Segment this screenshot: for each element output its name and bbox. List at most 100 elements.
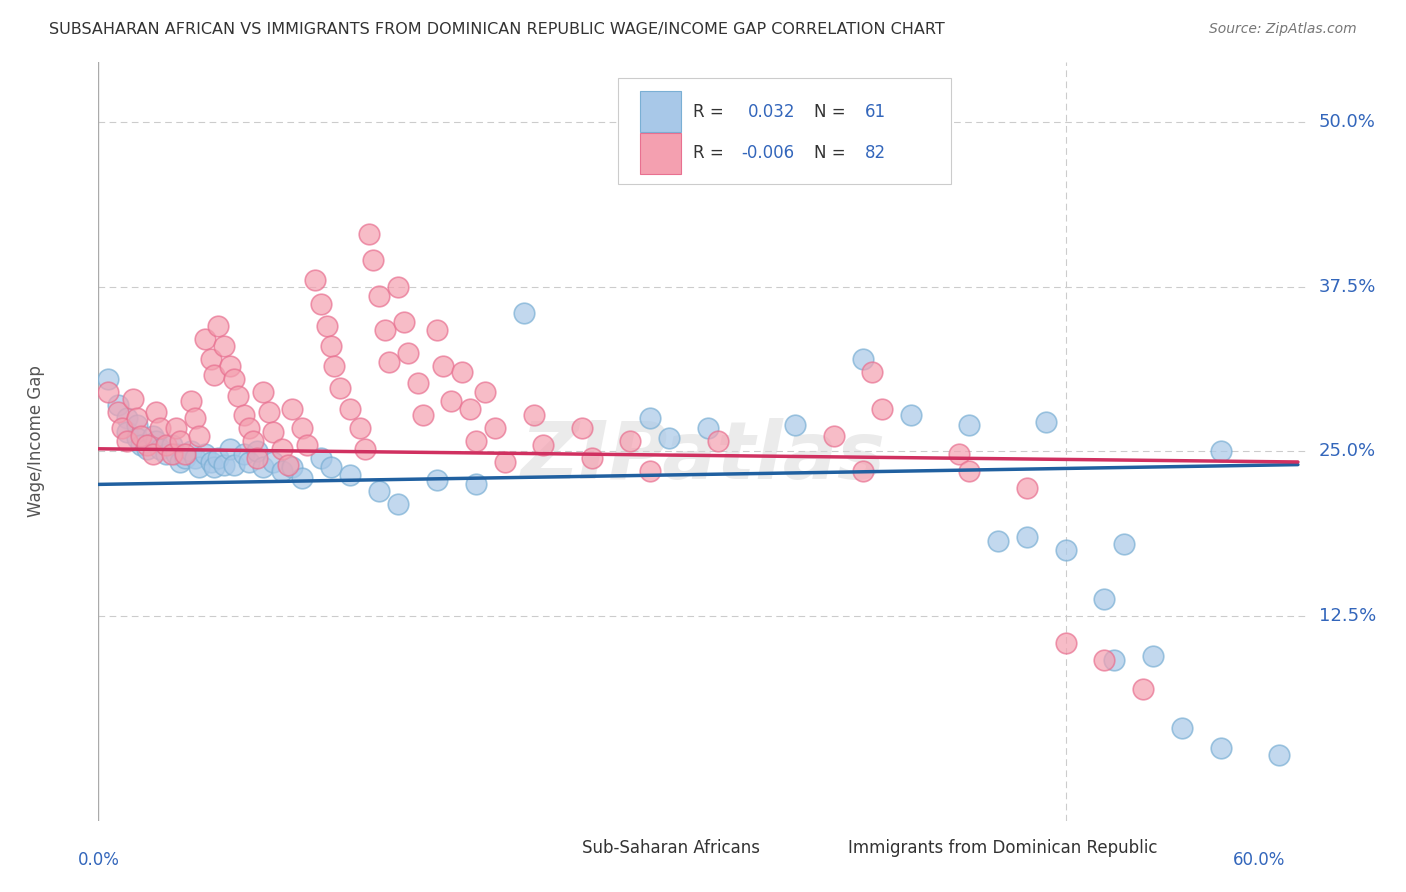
FancyBboxPatch shape [640, 133, 682, 174]
Point [155, 438, 177, 452]
Text: 0.0%: 0.0% [77, 851, 120, 869]
Point [277, 458, 299, 472]
Point [207, 319, 229, 334]
Point [987, 534, 1010, 549]
Point [852, 464, 875, 478]
Point [406, 376, 429, 390]
Text: 25.0%: 25.0% [1319, 442, 1376, 460]
Point [160, 447, 183, 461]
Point [948, 447, 970, 461]
Point [212, 458, 235, 472]
Point [149, 420, 172, 434]
Point [619, 434, 641, 448]
Point [349, 420, 371, 434]
Point [323, 359, 346, 373]
Point [111, 420, 134, 434]
Point [581, 450, 603, 465]
Text: Immigrants from Dominican Republic: Immigrants from Dominican Republic [848, 839, 1157, 857]
Point [257, 405, 280, 419]
Point [513, 306, 536, 320]
Point [1094, 592, 1116, 607]
Point [200, 352, 222, 367]
Point [1015, 530, 1038, 544]
Point [571, 420, 593, 434]
Point [309, 297, 332, 311]
Point [127, 411, 149, 425]
Point [870, 402, 893, 417]
Text: N =: N = [814, 103, 851, 120]
Point [180, 444, 202, 458]
Point [374, 323, 396, 337]
Point [122, 392, 145, 406]
Point [252, 460, 274, 475]
Point [426, 474, 449, 488]
Point [368, 289, 391, 303]
Text: 61: 61 [865, 103, 886, 120]
Point [127, 418, 149, 433]
Point [188, 460, 211, 475]
Text: 82: 82 [865, 145, 886, 162]
Point [860, 365, 883, 379]
Point [1267, 747, 1289, 762]
Point [212, 339, 235, 353]
Point [1054, 635, 1077, 649]
Point [238, 455, 260, 469]
Point [262, 455, 284, 469]
Point [852, 352, 875, 367]
Text: SUBSAHARAN AFRICAN VS IMMIGRANTS FROM DOMINICAN REPUBLIC WAGE/INCOME GAP CORRELA: SUBSAHARAN AFRICAN VS IMMIGRANTS FROM DO… [49, 22, 945, 37]
Point [696, 420, 718, 434]
Point [117, 434, 139, 448]
Point [135, 442, 157, 456]
Point [458, 402, 481, 417]
Point [339, 402, 361, 417]
Point [1171, 722, 1194, 736]
Point [142, 428, 165, 442]
Point [304, 273, 326, 287]
Point [1102, 653, 1125, 667]
Point [174, 447, 197, 461]
Point [127, 431, 149, 445]
Point [145, 434, 167, 448]
Point [297, 438, 319, 452]
Point [149, 442, 172, 456]
Point [319, 339, 342, 353]
Point [180, 394, 202, 409]
Point [315, 319, 337, 334]
Text: -0.006: -0.006 [742, 145, 794, 162]
Point [184, 450, 207, 465]
Point [638, 464, 661, 478]
Point [823, 428, 845, 442]
Point [464, 434, 486, 448]
Point [238, 420, 260, 434]
Point [107, 398, 129, 412]
Point [474, 385, 496, 400]
Point [339, 468, 361, 483]
Point [387, 279, 409, 293]
Point [135, 438, 157, 452]
Point [531, 438, 554, 452]
Point [219, 442, 242, 456]
Text: 0.032: 0.032 [748, 103, 796, 120]
Text: R =: R = [693, 103, 730, 120]
Point [412, 408, 434, 422]
Point [97, 372, 120, 386]
Point [165, 447, 187, 461]
Point [129, 428, 152, 442]
Point [117, 425, 139, 439]
Point [451, 365, 474, 379]
Point [426, 323, 449, 337]
Text: Source: ZipAtlas.com: Source: ZipAtlas.com [1209, 22, 1357, 37]
Point [957, 464, 980, 478]
Point [207, 450, 229, 465]
Point [222, 372, 245, 386]
Point [432, 359, 454, 373]
Point [359, 227, 381, 241]
Point [319, 460, 342, 475]
Point [194, 447, 217, 461]
Point [1209, 444, 1232, 458]
Point [658, 431, 681, 445]
Text: 37.5%: 37.5% [1319, 277, 1376, 295]
Point [204, 460, 226, 475]
Point [219, 359, 242, 373]
Point [392, 315, 415, 329]
